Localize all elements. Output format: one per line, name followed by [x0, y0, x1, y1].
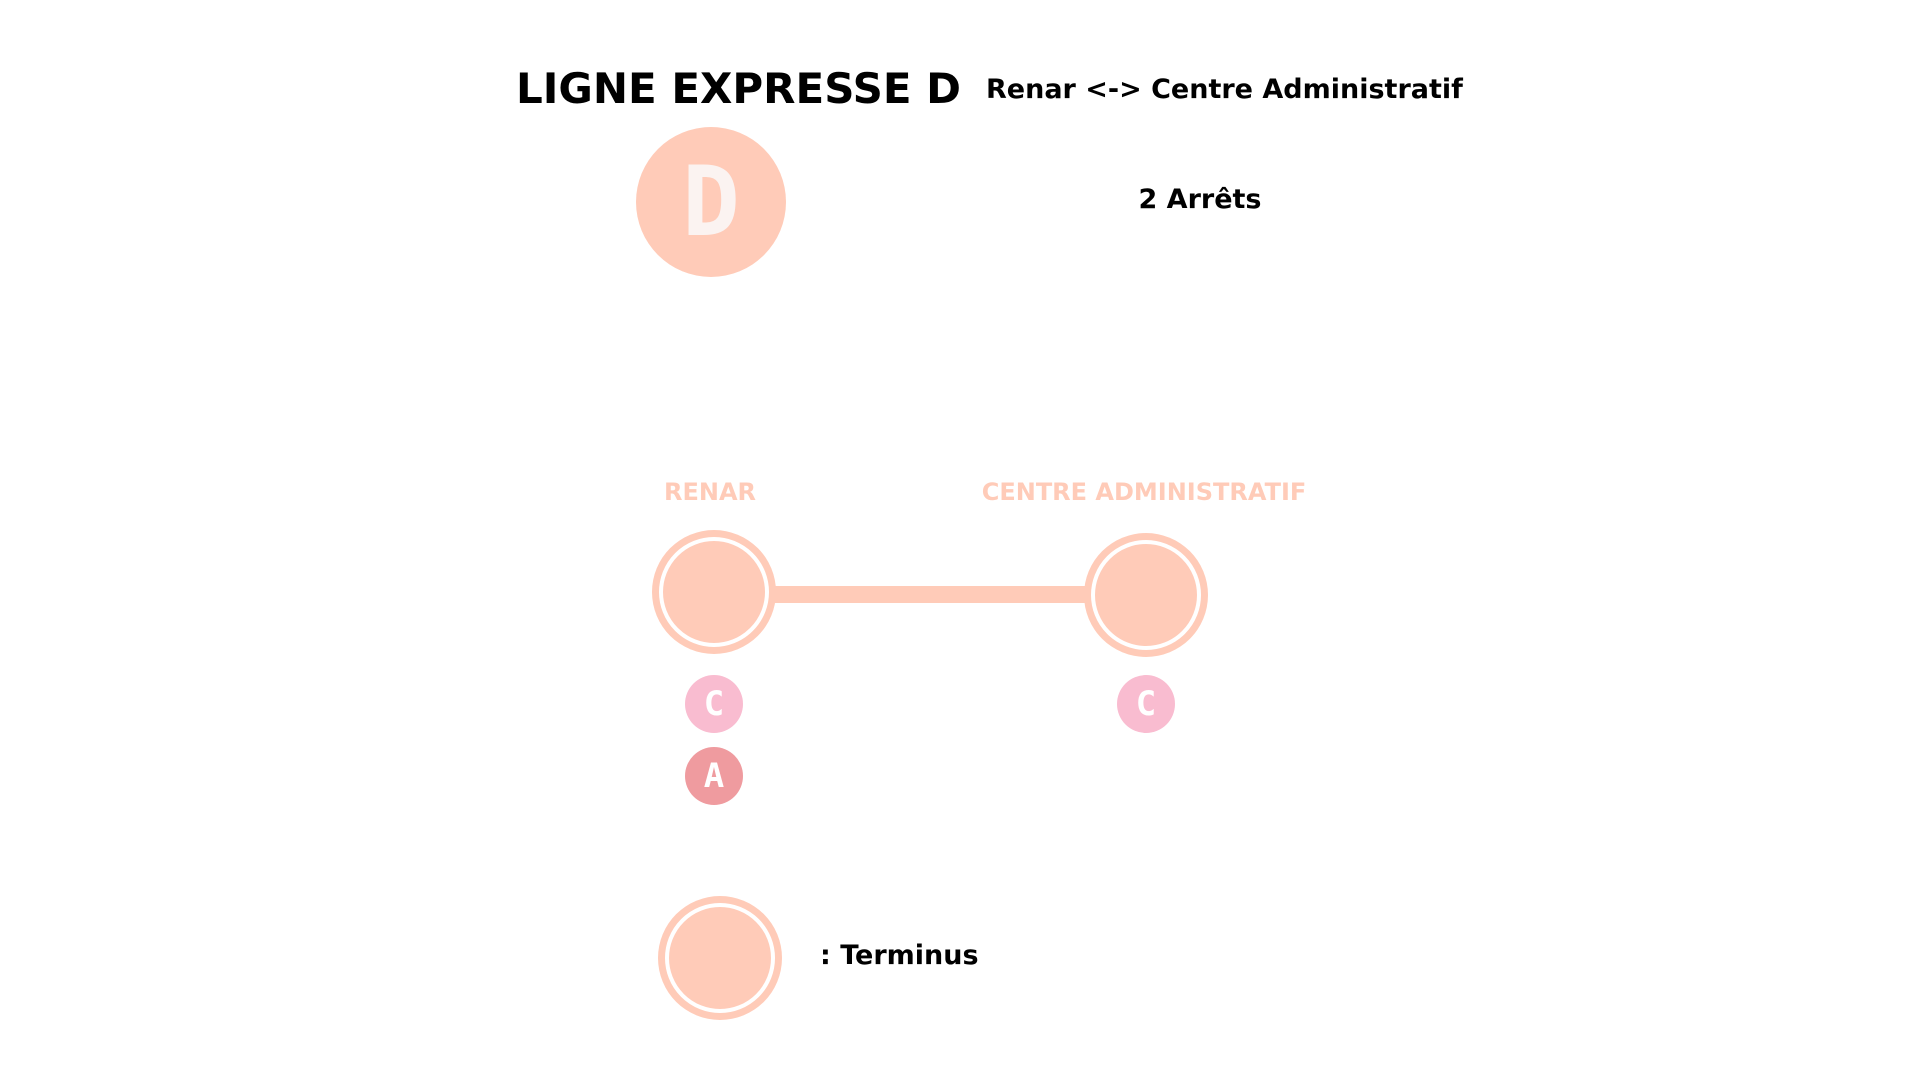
line-title: LIGNE EXPRESSE D — [516, 64, 961, 113]
route-description: Renar <-> Centre Administratif — [986, 74, 1463, 105]
connection-badge-renar-c: C — [685, 675, 743, 733]
terminus-centre-administratif — [1084, 533, 1208, 657]
connection-letter: C — [703, 684, 725, 724]
connection-letter: C — [1135, 684, 1157, 724]
legend-terminus-symbol — [658, 896, 782, 1020]
terminus-inner-ring — [659, 537, 769, 647]
line-badge-letter: D — [682, 146, 740, 258]
terminus-inner-ring — [1091, 540, 1201, 650]
legend-terminus-label: : Terminus — [820, 940, 979, 971]
connection-badge-centre-c: C — [1117, 675, 1175, 733]
line-track — [770, 586, 1090, 603]
connection-letter: A — [703, 756, 725, 796]
line-badge: D — [636, 127, 786, 277]
stops-count: 2 Arrêts — [1138, 184, 1262, 215]
terminus-inner-ring — [665, 903, 775, 1013]
stop-label-centre-administratif: CENTRE ADMINISTRATIF — [981, 478, 1307, 506]
terminus-renar — [652, 530, 776, 654]
connection-badge-renar-a: A — [685, 747, 743, 805]
stop-label-renar: RENAR — [663, 478, 756, 506]
